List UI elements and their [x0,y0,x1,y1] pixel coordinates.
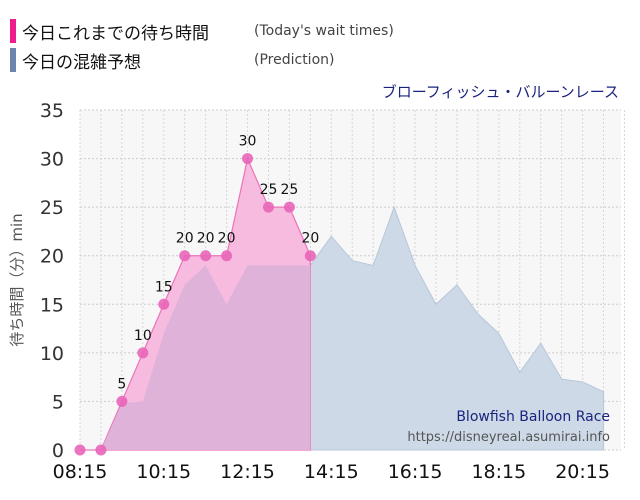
legend-swatch-today [10,19,16,43]
today-point [200,250,212,262]
y-tick-label: 5 [52,391,64,413]
y-tick-label: 25 [40,197,64,219]
y-tick-label: 30 [40,149,64,171]
today-data-label: 20 [301,231,319,247]
y-axis-label: 待ち時間（分）min [8,213,26,346]
y-tick-label: 10 [40,343,64,365]
today-point [74,444,86,456]
today-data-label: 20 [218,231,236,247]
legend-prediction: 今日の混雑予想 (Prediction) [10,47,334,73]
x-tick-label: 20:15 [555,461,610,483]
x-tick-label: 12:15 [220,461,275,483]
today-point [137,347,149,359]
today-data-label: 25 [281,182,299,198]
today-data-label: 25 [260,182,278,198]
y-tick-label: 0 [52,440,64,462]
overlap-area [80,265,311,450]
legend-prediction-en: (Prediction) [254,52,335,68]
legend-swatch-prediction [10,48,16,72]
today-data-label: 15 [155,279,173,295]
today-data-label: 20 [197,231,215,247]
today-point [179,250,191,262]
today-point [262,201,274,213]
today-point [283,201,295,213]
watermark-url: https://disneyreal.asumirai.info [407,430,610,445]
y-tick-label: 35 [40,100,64,122]
legend-prediction-label: 今日の混雑予想 [22,52,141,73]
y-tick-label: 15 [40,294,64,316]
attraction-name: ブローフィッシュ・バルーンレース [382,83,619,101]
axis-ticks: 0 5 10 15 20 25 30 35 08:15 10:15 12:15 14:15 16:15 1… [40,100,610,483]
today-data-label: 5 [117,376,126,392]
today-data-label: 20 [176,231,194,247]
x-tick-label: 16:15 [388,461,443,483]
today-point [158,298,170,310]
legend-today-label: 今日これまでの待ち時間 [22,23,209,44]
x-tick-label: 14:15 [304,461,359,483]
today-point [242,153,254,165]
x-tick-label: 10:15 [136,461,191,483]
today-data-label: 30 [239,134,257,150]
today-point [116,395,128,407]
watermark-title: Blowfish Balloon Race [456,409,610,425]
legend-today: 今日これまでの待ち時間 (Today's wait times) [10,18,394,44]
today-data-label: 10 [134,328,152,344]
x-tick-label: 08:15 [53,461,108,483]
legend-today-en: (Today's wait times) [254,23,394,39]
today-point [304,250,316,262]
x-tick-label: 18:15 [471,461,526,483]
today-point [95,444,107,456]
y-tick-label: 20 [40,246,64,268]
today-point [221,250,233,262]
area-series [80,156,605,451]
